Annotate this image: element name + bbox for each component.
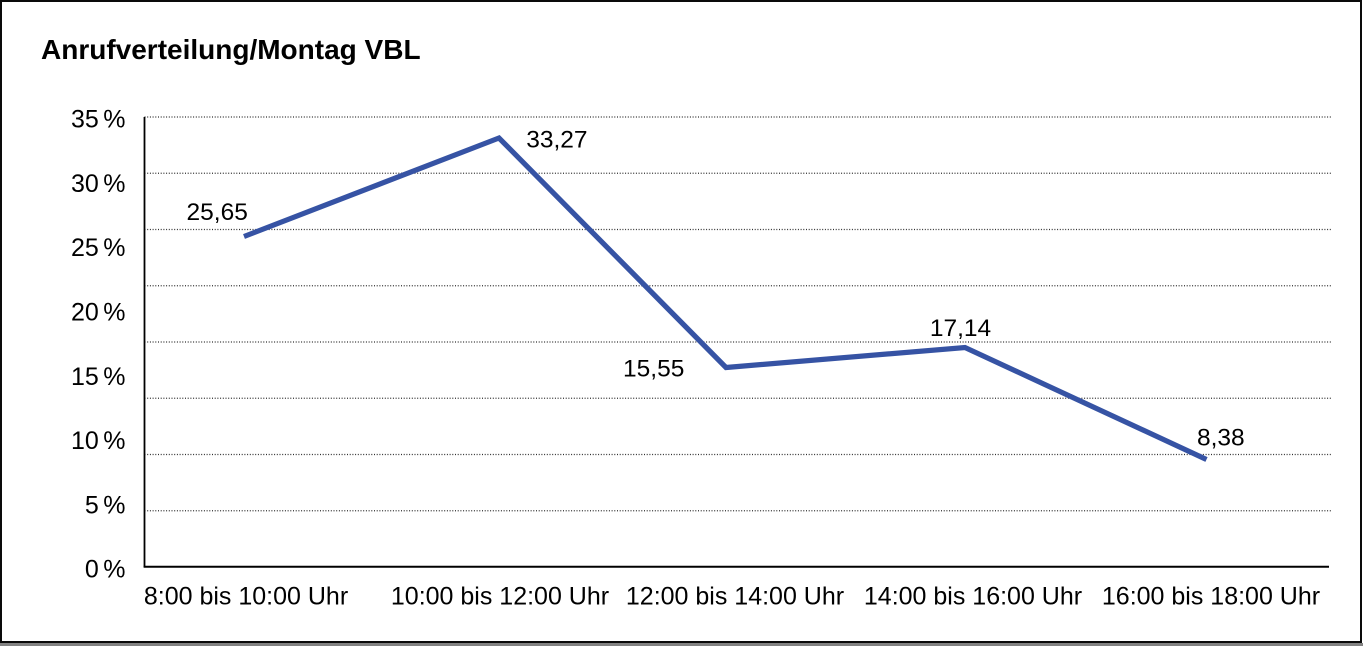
svg-text:Anrufverteilung/Montag VBL: Anrufverteilung/Montag VBL bbox=[41, 34, 421, 65]
svg-text:8:00 bis 10:00 Uhr: 8:00 bis 10:00 Uhr bbox=[144, 582, 348, 610]
svg-text:0 %: 0 % bbox=[85, 556, 126, 584]
svg-text:5 %: 5 % bbox=[85, 491, 126, 519]
svg-text:14:00 bis 16:00 Uhr: 14:00 bis 16:00 Uhr bbox=[864, 582, 1082, 610]
svg-text:35 %: 35 % bbox=[71, 106, 126, 134]
svg-text:33,27: 33,27 bbox=[526, 127, 587, 154]
svg-text:8,38: 8,38 bbox=[1197, 425, 1245, 452]
svg-text:10:00 bis 12:00 Uhr: 10:00 bis 12:00 Uhr bbox=[391, 582, 609, 610]
svg-text:15 %: 15 % bbox=[71, 363, 126, 391]
svg-text:12:00 bis 14:00 Uhr: 12:00 bis 14:00 Uhr bbox=[626, 582, 844, 610]
svg-text:16:00 bis 18:00 Uhr: 16:00 bis 18:00 Uhr bbox=[1102, 582, 1320, 610]
svg-text:10 %: 10 % bbox=[71, 427, 126, 455]
svg-text:15,55: 15,55 bbox=[623, 356, 684, 383]
svg-text:25,65: 25,65 bbox=[187, 199, 248, 226]
svg-text:25 %: 25 % bbox=[71, 234, 126, 262]
svg-text:20 %: 20 % bbox=[71, 299, 126, 327]
svg-text:30 %: 30 % bbox=[71, 170, 126, 198]
svg-text:17,14: 17,14 bbox=[930, 315, 991, 342]
